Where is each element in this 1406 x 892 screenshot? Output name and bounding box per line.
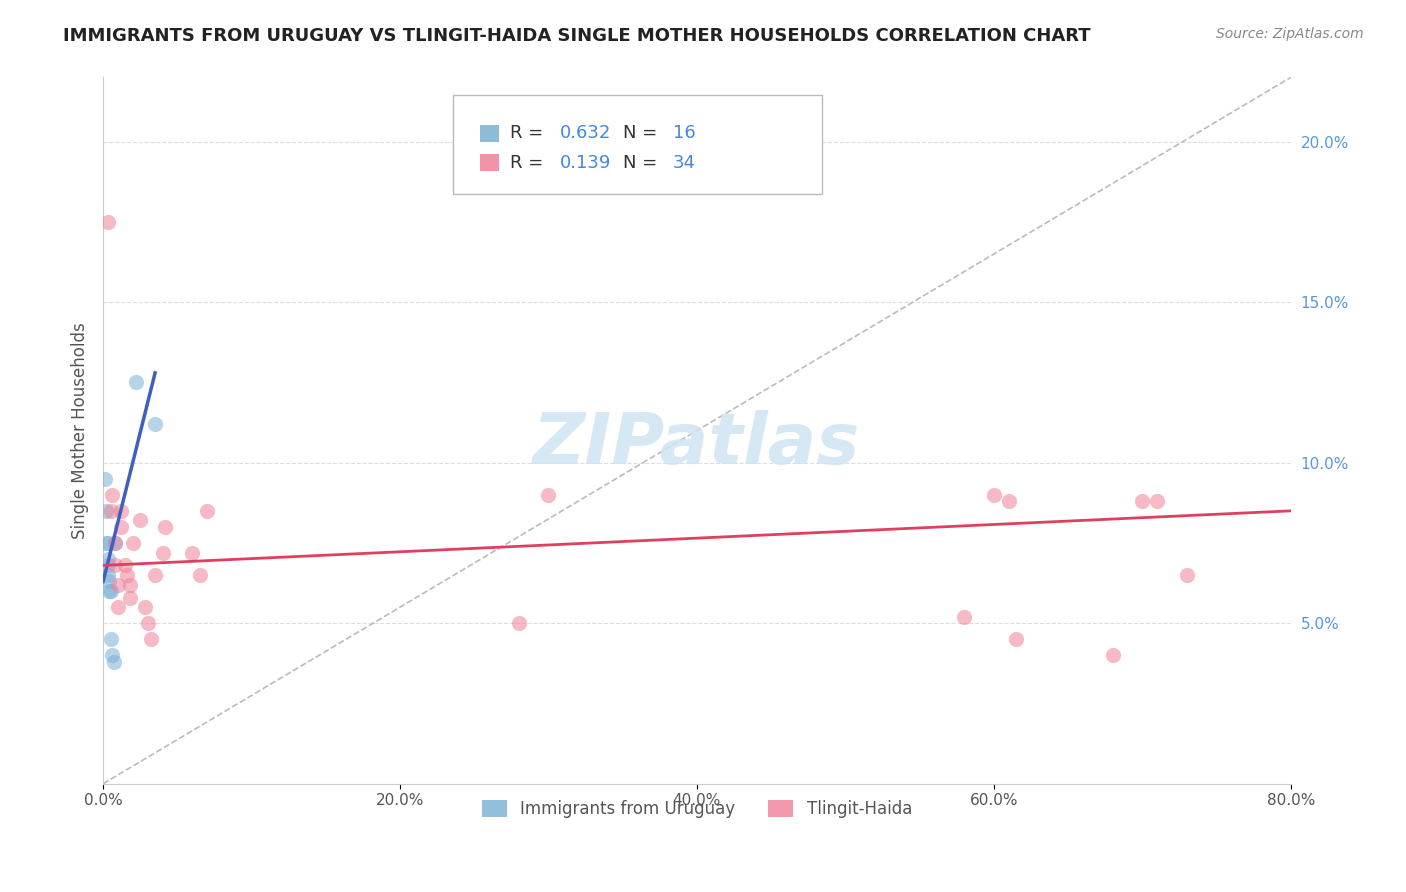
Point: [537, 488, 560, 502]
Point: [97, 215, 120, 229]
Point: [1101, 648, 1123, 663]
Point: [115, 568, 138, 582]
Point: [136, 616, 159, 631]
Point: [98, 584, 121, 599]
Point: [195, 504, 218, 518]
Point: [104, 558, 127, 573]
Point: [110, 504, 132, 518]
Point: [143, 568, 166, 582]
Point: [107, 577, 129, 591]
Point: [101, 488, 124, 502]
Point: [104, 536, 127, 550]
Point: [143, 417, 166, 432]
FancyBboxPatch shape: [479, 125, 499, 142]
Point: [97, 536, 120, 550]
Point: [508, 616, 530, 631]
Point: [114, 558, 136, 573]
Point: [98, 574, 121, 589]
Text: R =: R =: [510, 124, 550, 142]
Legend: Immigrants from Uruguay, Tlingit-Haida: Immigrants from Uruguay, Tlingit-Haida: [475, 793, 920, 825]
Text: 16: 16: [673, 124, 696, 142]
Point: [118, 577, 141, 591]
Text: 0.632: 0.632: [561, 124, 612, 142]
Point: [152, 545, 174, 559]
Point: [139, 632, 162, 647]
Text: 0.139: 0.139: [561, 154, 612, 172]
Point: [118, 591, 141, 605]
Point: [129, 513, 152, 527]
Point: [181, 545, 204, 559]
Point: [134, 600, 156, 615]
Point: [1005, 632, 1028, 647]
Point: [97, 558, 120, 573]
Point: [103, 655, 125, 669]
Point: [97, 552, 120, 566]
Point: [104, 536, 127, 550]
Text: ZIPatlas: ZIPatlas: [533, 410, 860, 479]
Text: N =: N =: [623, 154, 664, 172]
Text: Source: ZipAtlas.com: Source: ZipAtlas.com: [1216, 27, 1364, 41]
Text: IMMIGRANTS FROM URUGUAY VS TLINGIT-HAIDA SINGLE MOTHER HOUSEHOLDS CORRELATION CH: IMMIGRANTS FROM URUGUAY VS TLINGIT-HAIDA…: [63, 27, 1091, 45]
FancyBboxPatch shape: [454, 95, 821, 194]
Point: [125, 376, 148, 390]
Text: N =: N =: [623, 124, 664, 142]
Point: [188, 568, 211, 582]
Y-axis label: Single Mother Households: Single Mother Households: [72, 322, 89, 539]
Point: [100, 504, 122, 518]
Point: [107, 600, 129, 615]
Point: [101, 648, 124, 663]
Point: [953, 609, 976, 624]
FancyBboxPatch shape: [479, 154, 499, 171]
Point: [1146, 494, 1168, 508]
Point: [94, 536, 117, 550]
Point: [1175, 568, 1198, 582]
Point: [100, 632, 122, 647]
Point: [100, 584, 122, 599]
Point: [983, 488, 1005, 502]
Point: [1130, 494, 1153, 508]
Point: [121, 536, 143, 550]
Point: [997, 494, 1019, 508]
Point: [110, 520, 132, 534]
Point: [93, 472, 115, 486]
Text: 34: 34: [673, 154, 696, 172]
Point: [97, 568, 120, 582]
Point: [94, 504, 117, 518]
Point: [155, 520, 177, 534]
Text: R =: R =: [510, 154, 550, 172]
